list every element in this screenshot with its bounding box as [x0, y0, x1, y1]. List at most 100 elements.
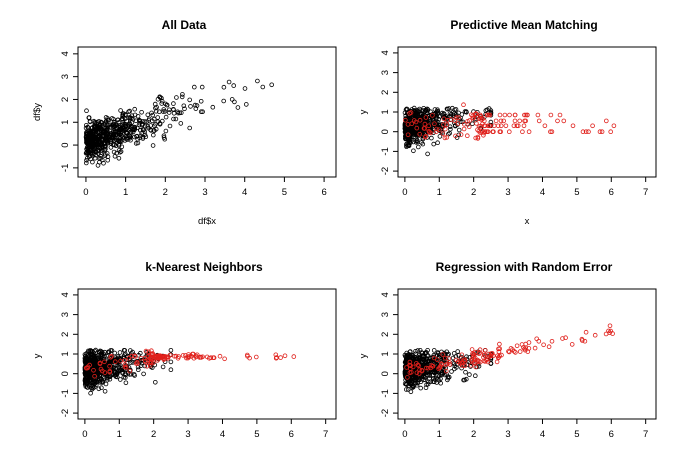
observed-point	[139, 131, 145, 136]
observed-point	[488, 108, 494, 113]
x-tick-label: 7	[643, 187, 648, 198]
imputed-point	[456, 115, 461, 120]
imputed-point	[222, 356, 227, 362]
observed-point	[105, 125, 110, 130]
imputed-point	[426, 123, 432, 129]
observed-point	[102, 140, 108, 146]
observed-point	[94, 379, 99, 385]
observed-point	[418, 385, 424, 391]
observed-point	[145, 112, 151, 118]
x-tick-label: 4	[242, 187, 247, 198]
imputed-point	[512, 112, 518, 118]
imputed-point	[498, 118, 504, 124]
observed-point	[435, 350, 441, 355]
x-tick-label: 2	[471, 429, 476, 440]
observed-point	[103, 146, 108, 152]
y-tick-label: 3	[380, 312, 391, 317]
observed-point	[421, 362, 427, 368]
imputed-point	[590, 123, 595, 129]
observed-point	[157, 121, 163, 127]
imputed-point	[497, 341, 502, 347]
y-tick-label: 3	[60, 74, 71, 79]
observed-point	[413, 140, 419, 145]
observed-point	[188, 104, 193, 109]
observed-point	[116, 156, 122, 161]
y-tick-label: -1	[60, 164, 71, 172]
imputed-point	[512, 118, 518, 124]
observed-point	[98, 127, 104, 133]
x-tick-label: 6	[321, 187, 326, 198]
imputed-point	[446, 356, 452, 361]
imputed-point	[526, 346, 532, 351]
imputed-point	[405, 132, 411, 138]
observed-point	[424, 357, 429, 363]
observed-point	[96, 142, 102, 148]
imputed-point	[517, 349, 523, 354]
imputed-point	[100, 368, 105, 374]
x-tick-label: 7	[643, 429, 648, 440]
imputed-point	[555, 118, 560, 124]
imputed-point	[496, 346, 501, 352]
imputed-point	[403, 117, 408, 123]
imputed-point	[159, 355, 165, 361]
imputed-point	[433, 129, 439, 135]
observed-point	[415, 144, 421, 150]
observed-point	[178, 121, 184, 126]
imputed-point	[515, 123, 521, 129]
observed-point	[139, 110, 144, 115]
observed-point	[177, 110, 183, 116]
imputed-point	[499, 352, 504, 358]
imputed-point	[475, 136, 481, 141]
observed-point	[435, 107, 440, 112]
observed-point	[167, 123, 173, 129]
x-tick-label: 7	[323, 429, 328, 440]
y-tick-label: -2	[380, 167, 391, 175]
observed-point	[118, 127, 123, 132]
observed-point	[408, 367, 413, 373]
observed-point	[117, 350, 123, 355]
observed-point	[173, 116, 179, 122]
observed-point	[458, 115, 463, 121]
observed-point	[229, 97, 235, 102]
observed-point	[161, 109, 166, 114]
imputed-point	[441, 116, 447, 122]
imputed-point	[422, 126, 428, 131]
observed-point	[128, 137, 133, 143]
chart-title: Predictive Mean Matching	[450, 18, 597, 32]
imputed-point	[405, 375, 410, 380]
imputed-point	[536, 118, 542, 124]
y-tick-label: 1	[380, 351, 391, 356]
imputed-point	[506, 349, 512, 355]
imputed-point	[482, 129, 488, 135]
observed-point	[221, 84, 227, 90]
observed-point	[144, 349, 150, 355]
observed-point	[91, 124, 97, 129]
x-tick-label: 1	[437, 429, 442, 440]
observed-point	[405, 124, 410, 130]
imputed-point	[580, 129, 586, 135]
imputed-point	[485, 129, 491, 135]
imputed-point	[437, 365, 443, 370]
observed-point	[123, 113, 128, 118]
observed-point	[144, 119, 150, 124]
imputed-point	[455, 121, 461, 126]
observed-point	[174, 95, 179, 100]
observed-point	[407, 349, 413, 354]
imputed-point	[197, 355, 203, 360]
imputed-point	[291, 354, 297, 359]
observed-point	[108, 125, 114, 130]
imputed-point	[186, 354, 192, 360]
panel-all-data: All Data -1 0 1 2 3 4 0 1 2 3 4 5 6 df$x df$y	[32, 18, 337, 227]
observed-point	[455, 349, 461, 354]
observed-point	[99, 385, 104, 391]
imputed-point	[549, 338, 555, 344]
imputed-point	[85, 365, 90, 371]
observed-point	[125, 137, 130, 142]
observed-point	[244, 102, 249, 107]
observed-point	[235, 105, 241, 110]
imputed-point	[147, 363, 153, 368]
observed-point	[402, 129, 408, 135]
imputed-point	[419, 368, 425, 374]
imputed-point	[147, 356, 153, 362]
